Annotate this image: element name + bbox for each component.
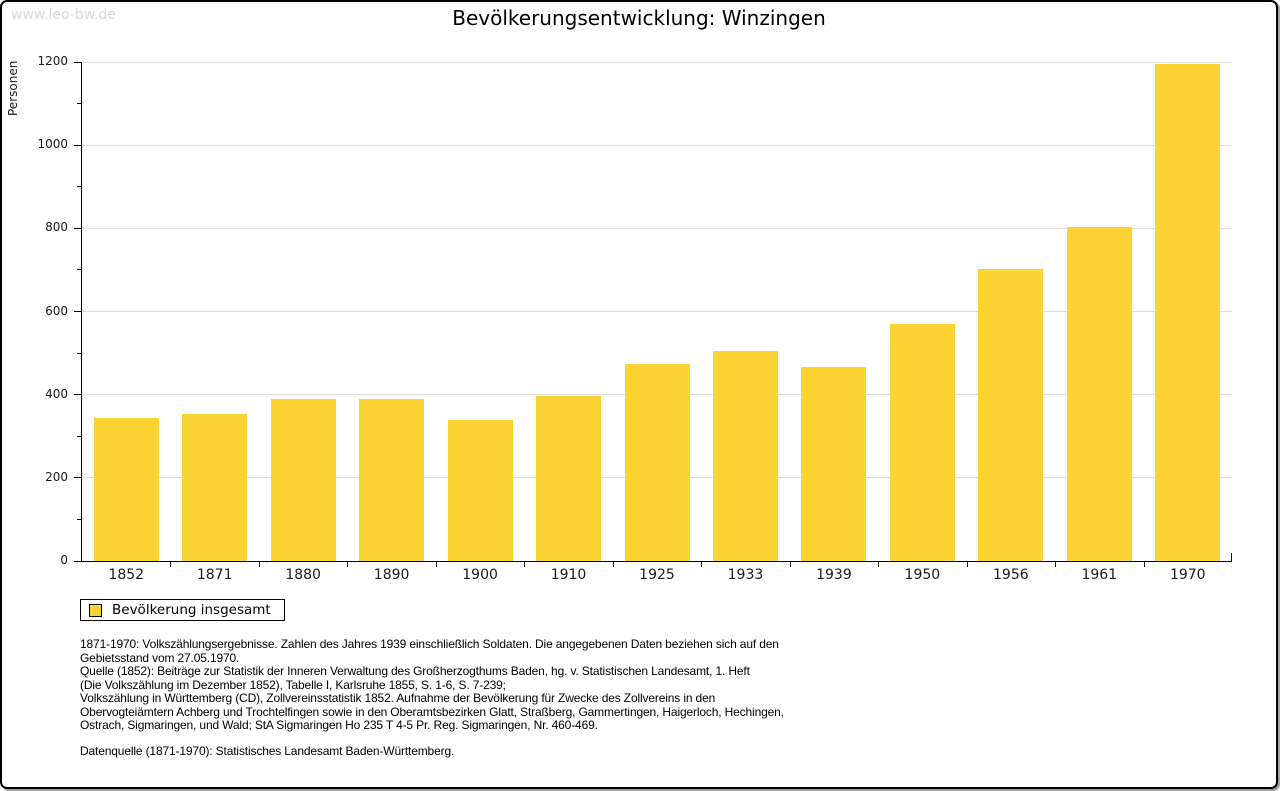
x-axis-end-tick	[1231, 553, 1232, 561]
y-tick-label-600: 600	[45, 303, 68, 318]
x-tick-label-1871: 1871	[196, 567, 233, 583]
x-tick-label-1900: 1900	[462, 567, 498, 583]
y-tick-label-200: 200	[45, 469, 68, 484]
footnote-line: (Die Volkszählung im Dezember 1852), Tab…	[80, 677, 506, 692]
x-tick	[701, 562, 703, 567]
bar-1939	[801, 366, 867, 561]
x-tick-label-1933: 1933	[727, 567, 764, 583]
x-tick	[612, 562, 614, 567]
y-tick-label-1200: 1200	[37, 54, 68, 68]
bar-1852	[93, 417, 159, 561]
gridline-600	[82, 311, 1232, 312]
bar-1880	[270, 399, 336, 561]
legend-label: Bevölkerung insgesamt	[112, 602, 271, 618]
x-tick-label-1939: 1939	[816, 567, 852, 583]
x-tick	[966, 562, 968, 567]
footnote-line: Volkszählung in Württemberg (CD), Zollve…	[80, 691, 716, 705]
y-tick-800	[74, 227, 81, 229]
footnote-line: Gebietsstand vom 27.05.1970.	[80, 650, 240, 665]
footnotes: 1871-1970: Volkszählungsergebnisse. Zahl…	[80, 637, 784, 758]
x-tick	[347, 562, 349, 567]
y-tick-label-1000: 1000	[37, 137, 68, 152]
x-tick-label-1910: 1910	[550, 567, 587, 583]
x-tick	[789, 562, 791, 567]
page-title: Bevölkerungsentwicklung: Winzingen	[452, 6, 826, 30]
y-tick-label-800: 800	[45, 220, 68, 235]
x-tick	[524, 562, 526, 567]
bar-1950	[889, 323, 955, 561]
x-tick-label-1956: 1956	[993, 567, 1029, 583]
y-minor-tick-1100	[77, 103, 81, 105]
gridline-800	[82, 227, 1232, 229]
bar-1925	[624, 364, 690, 561]
x-tick	[170, 562, 172, 567]
x-tick-label-1961: 1961	[1081, 567, 1118, 583]
x-tick	[435, 562, 437, 567]
x-tick	[1143, 562, 1145, 567]
x-tick	[258, 562, 260, 567]
y-tick-1000	[74, 144, 81, 146]
x-tick-label-1925: 1925	[639, 567, 675, 583]
bar-1933	[712, 351, 778, 561]
x-tick-label-1890: 1890	[373, 567, 410, 583]
x-tick-label-1852: 1852	[108, 567, 145, 583]
bar-1956	[978, 268, 1044, 561]
y-minor-tick-500	[77, 352, 81, 354]
footnote-line: Datenquelle (1871-1970): Statistisches L…	[80, 743, 455, 758]
bar-1871	[182, 414, 248, 561]
x-tick	[878, 562, 880, 567]
y-tick-200	[74, 477, 81, 479]
legend: Bevölkerung insgesamt	[80, 599, 285, 621]
gridline-1200	[82, 61, 1232, 63]
x-tick-label-1970: 1970	[1169, 567, 1206, 583]
footnote-spacer	[80, 733, 784, 745]
x-tick-label-1950: 1950	[904, 567, 941, 583]
y-minor-tick-300	[77, 435, 81, 437]
y-minor-tick-900	[77, 186, 81, 188]
y-tick-label-0: 0	[60, 553, 68, 567]
bar-1900	[447, 419, 513, 561]
footnote-line: 1871-1970: Volkszählungsergebnisse. Zahl…	[80, 637, 779, 651]
footnote-line: Quelle (1852): Beiträge zur Statistik de…	[80, 664, 750, 678]
y-minor-tick-100	[77, 518, 81, 520]
bar-1961	[1066, 226, 1132, 561]
legend-swatch-icon	[89, 603, 102, 617]
y-tick-400	[74, 394, 81, 396]
y-tick-600	[74, 311, 81, 312]
watermark: www.leo-bw.de	[11, 7, 116, 23]
x-tick-label-1880: 1880	[285, 567, 321, 583]
y-tick-label-400: 400	[45, 386, 68, 401]
y-axis-title: Personen	[6, 60, 20, 116]
bar-1890	[359, 399, 425, 561]
footnote-line: Obervogteiämtern Achberg und Trochtelfin…	[80, 704, 784, 719]
gridline-1000	[82, 144, 1232, 146]
plot-area: 0 200 400 600 800 1000 1200 1852 1871 1880 1890 190…	[37, 54, 1232, 583]
bar-1910	[536, 395, 602, 561]
y-minor-tick-700	[77, 269, 81, 271]
x-tick	[1055, 562, 1057, 567]
bar-1970	[1155, 63, 1221, 561]
footnote-line: Ostrach, Sigmaringen, und Wald; StA Sigm…	[80, 718, 598, 732]
y-tick-1200	[74, 61, 81, 63]
y-tick-0	[74, 560, 81, 562]
